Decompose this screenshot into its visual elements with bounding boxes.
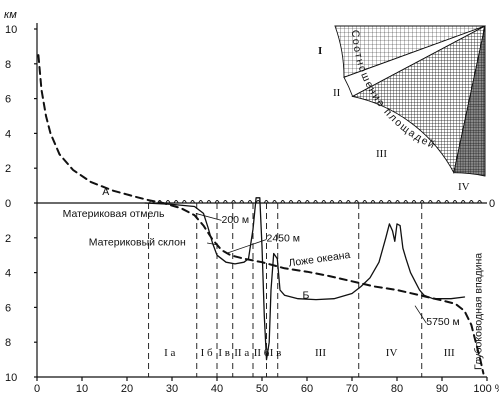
shelf-label: Материковая отмель [63, 208, 165, 220]
y-tick-label: 8 [5, 337, 11, 349]
chart-axes [34, 23, 488, 381]
slope-leader [207, 242, 218, 246]
x-tick-label: 10 [76, 383, 88, 395]
y-tick-label: 8 [5, 59, 11, 71]
shelf-depth-label: 200 м [222, 214, 250, 226]
x-tick-label: 50 [256, 383, 268, 395]
zone-label: III [315, 347, 326, 359]
zone-label: II а [234, 347, 249, 359]
x-tick-label: 100 % [473, 383, 499, 395]
slope-label: Материковый склон [89, 237, 186, 249]
curve-b-label: Б [303, 290, 310, 302]
x-tick-label: 70 [346, 383, 358, 395]
x-tick-label: 80 [391, 383, 403, 395]
x-tick-label: 90 [436, 383, 448, 395]
y-tick-label: 4 [5, 128, 11, 140]
zone-label: II в [266, 347, 281, 359]
y-tick-label: 4 [5, 268, 11, 280]
series-line-1 [37, 54, 485, 375]
trench-label: Глубоководная впадина [473, 253, 485, 370]
zone-label: II б [254, 347, 270, 359]
x-tick-label: 30 [166, 383, 178, 395]
zone-dividers [148, 203, 423, 377]
chart-series [37, 54, 485, 375]
y-tick-label: 0 [5, 198, 11, 210]
ocean-bed-label: Ложе океана [288, 249, 351, 270]
sea-level-zero-label: 0 [489, 198, 495, 210]
inset-label-1: I [318, 45, 322, 57]
inset-label-2: II [333, 87, 341, 99]
y-tick-label: 10 [5, 24, 17, 36]
x-tick-label: 40 [211, 383, 223, 395]
y-tick-label: 10 [5, 372, 17, 384]
zone-label: I в [218, 347, 230, 359]
y-tick-label: 6 [5, 302, 11, 314]
slope-depth-label: 2450 м [267, 232, 301, 244]
y-tick-label: 2 [5, 233, 11, 245]
x-tick-label: 0 [34, 383, 40, 395]
x-tick-label: 60 [301, 383, 313, 395]
y-tick-label: 2 [5, 163, 11, 175]
curve-a-label: А [102, 186, 109, 198]
inset-sector-3 [351, 25, 486, 175]
zone-label: I а [164, 347, 175, 359]
shelf-leader [195, 213, 222, 221]
trench-depth-leader [414, 305, 427, 324]
x-tick-label: 20 [121, 383, 133, 395]
series-line-2 [144, 197, 466, 361]
zone-label: III [444, 347, 455, 359]
y-axis-unit: км [4, 9, 17, 21]
zone-label: IV [386, 347, 398, 359]
slope-depth-leader [225, 239, 267, 254]
y-tick-label: 6 [5, 94, 11, 106]
zone-label: I б [201, 347, 213, 359]
trench-depth-label: 5750 м [426, 316, 460, 328]
inset-label-4: IV [458, 181, 470, 193]
inset-label-3: III [376, 148, 387, 160]
